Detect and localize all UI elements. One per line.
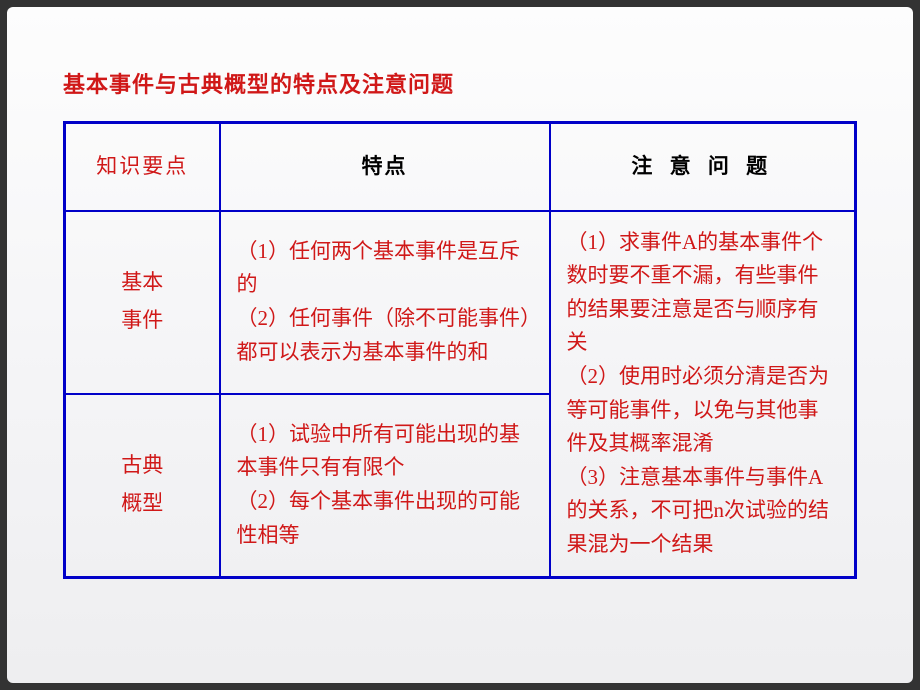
content-table: 知识要点 特点 注 意 问 题 基本事件 （1）任何两个基本事件是互斥的（2）任… (63, 121, 857, 579)
row1-label-text: 基本事件 (82, 264, 203, 340)
header-notice: 注 意 问 题 (550, 123, 856, 211)
table-header-row: 知识要点 特点 注 意 问 题 (65, 123, 856, 211)
table-row: 基本事件 （1）任何两个基本事件是互斥的（2）任何事件（除不可能事件）都可以表示… (65, 211, 856, 394)
header-knowledge: 知识要点 (65, 123, 220, 211)
row1-features: （1）任何两个基本事件是互斥的（2）任何事件（除不可能事件）都可以表示为基本事件… (220, 211, 550, 394)
row1-label: 基本事件 (65, 211, 220, 394)
slide-title: 基本事件与古典概型的特点及注意问题 (63, 67, 857, 99)
header-features: 特点 (220, 123, 550, 211)
row2-label: 古典概型 (65, 394, 220, 578)
slide-container: 基本事件与古典概型的特点及注意问题 知识要点 特点 注 意 问 题 基本事件 （… (7, 7, 913, 683)
notice-merged: （1）求事件A的基本事件个数时要不重不漏，有些事件的结果要注意是否与顺序有关（2… (550, 211, 856, 577)
row2-label-text: 古典概型 (82, 447, 203, 523)
row2-features: （1）试验中所有可能出现的基本事件只有有限个（2）每个基本事件出现的可能性相等 (220, 394, 550, 578)
